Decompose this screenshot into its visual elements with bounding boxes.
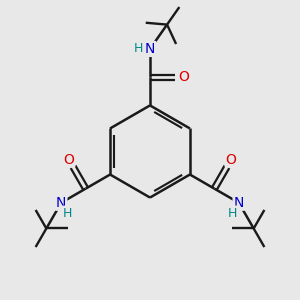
Text: H: H (134, 42, 143, 56)
Text: N: N (145, 42, 155, 56)
Text: O: O (63, 153, 74, 166)
Text: N: N (234, 196, 244, 210)
Text: O: O (226, 153, 237, 166)
Text: N: N (56, 196, 66, 210)
Text: O: O (178, 70, 189, 84)
Text: H: H (62, 207, 72, 220)
Text: H: H (228, 207, 238, 220)
